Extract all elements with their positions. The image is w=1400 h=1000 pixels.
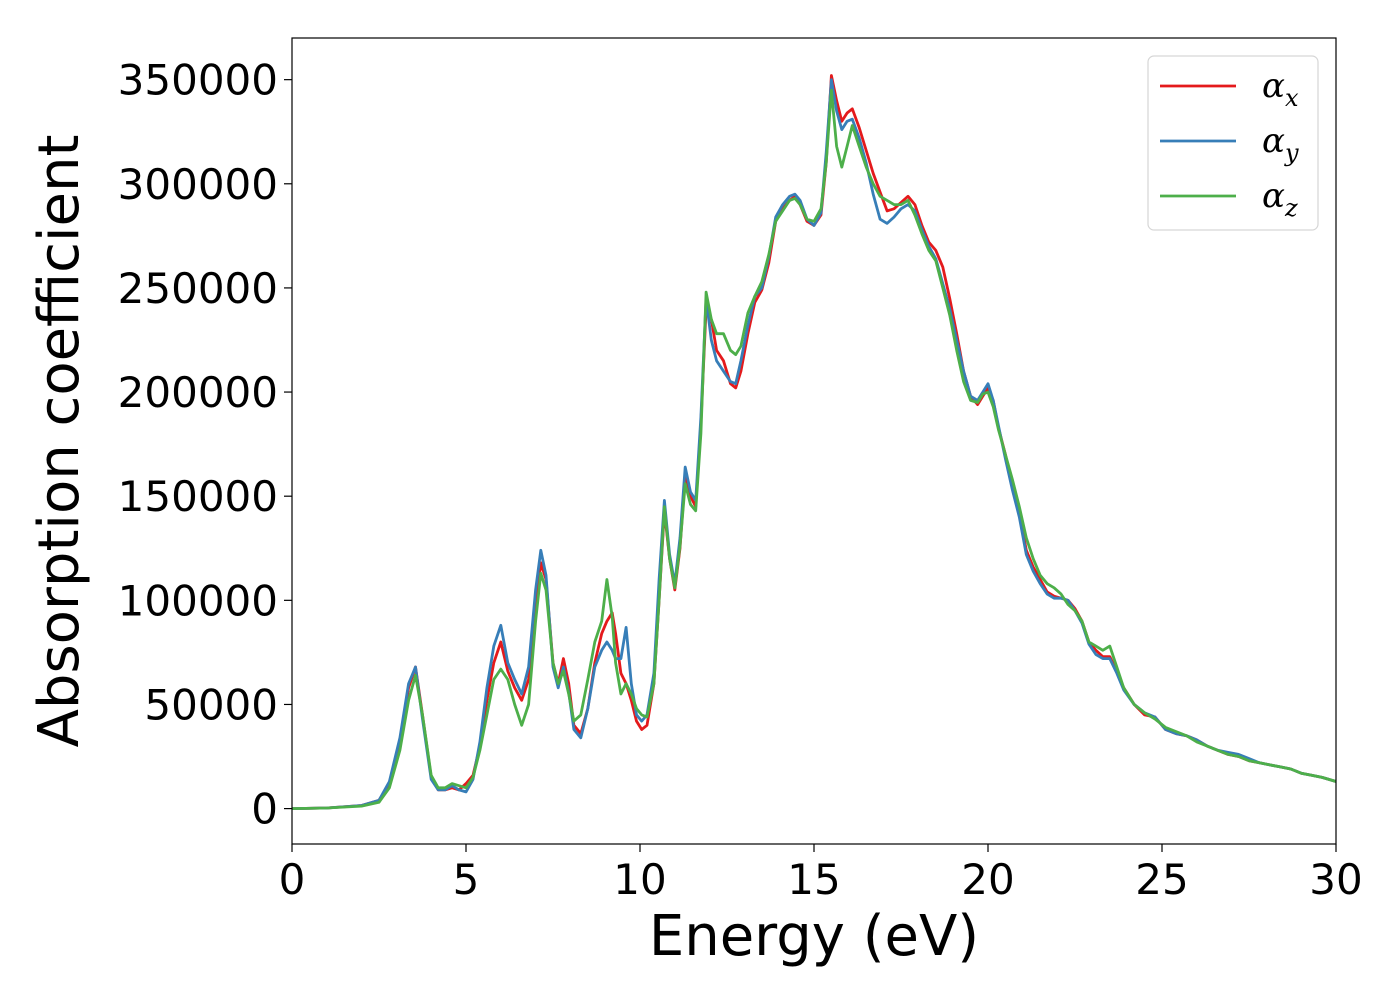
x-tick-label: 15 <box>787 855 840 904</box>
y-tick-label: 150000 <box>118 472 278 521</box>
y-tick-label: 50000 <box>144 680 278 729</box>
y-tick-label: 0 <box>251 785 278 834</box>
y-tick-label: 200000 <box>118 368 278 417</box>
x-tick-label: 0 <box>279 855 306 904</box>
y-tick-label: 350000 <box>118 56 278 105</box>
legend-label-z: αz <box>1262 176 1298 222</box>
series-line-y <box>292 78 1336 810</box>
legend: αx αy αz <box>1147 55 1319 231</box>
y-tick-label: 100000 <box>118 576 278 625</box>
series-layer <box>292 74 1336 810</box>
y-tick-label: 300000 <box>118 160 278 209</box>
y-axis-title: Absorption coefficient <box>27 135 92 748</box>
x-axis: 0 5 10 15 20 25 30 <box>279 844 1363 904</box>
y-tick-label: 250000 <box>118 264 278 313</box>
x-tick-label: 30 <box>1309 855 1362 904</box>
x-tick-label: 5 <box>453 855 480 904</box>
x-axis-title: Energy (eV) <box>649 904 979 969</box>
x-tick-label: 10 <box>613 855 666 904</box>
legend-label-x: αx <box>1262 66 1299 112</box>
y-axis: 0 50000 100000 150000 200000 250000 300000 3500… <box>118 56 292 834</box>
x-tick-label: 20 <box>961 855 1014 904</box>
legend-label-y: αy <box>1262 121 1299 167</box>
series-line-z <box>292 88 1336 810</box>
x-tick-label: 25 <box>1135 855 1188 904</box>
legend-box <box>1147 55 1319 231</box>
